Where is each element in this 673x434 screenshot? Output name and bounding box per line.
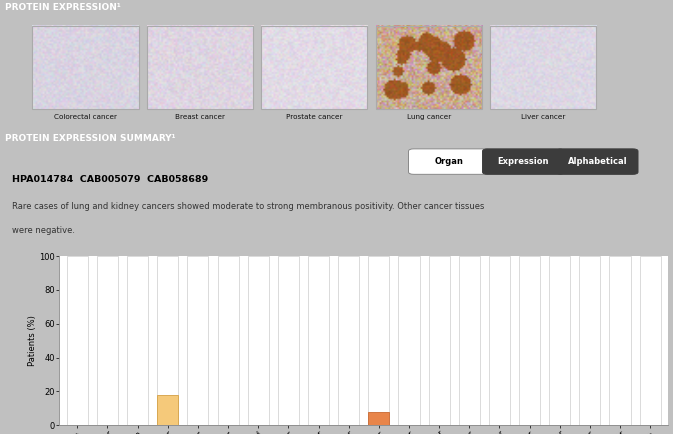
Bar (248, 256, 269, 425)
Text: PROTEIN EXPRESSION SUMMARY¹: PROTEIN EXPRESSION SUMMARY¹ (5, 134, 176, 143)
Bar (127, 256, 148, 425)
Text: Prostate cancer: Prostate cancer (286, 114, 343, 120)
Text: Breast cancer: Breast cancer (175, 114, 225, 120)
Bar (261, 26, 367, 109)
Bar (217, 256, 239, 425)
Bar (610, 256, 631, 425)
Text: HPA014784  CAB005079  CAB058689: HPA014784 CAB005079 CAB058689 (12, 175, 209, 184)
Bar (97, 256, 118, 425)
Text: Liver cancer: Liver cancer (521, 114, 565, 120)
Bar (639, 256, 661, 425)
Text: Lung cancer: Lung cancer (406, 114, 451, 120)
Bar (147, 26, 253, 109)
Text: Rare cases of lung and kidney cancers showed moderate to strong membranous posit: Rare cases of lung and kidney cancers sh… (12, 202, 485, 211)
Bar (579, 256, 600, 425)
Bar (67, 256, 88, 425)
Text: Alphabetical: Alphabetical (567, 157, 627, 166)
Bar (490, 26, 596, 109)
FancyBboxPatch shape (557, 149, 638, 174)
Bar (368, 256, 390, 425)
Bar (157, 256, 178, 425)
Text: Expression: Expression (497, 157, 549, 166)
Y-axis label: Patients (%): Patients (%) (28, 315, 36, 366)
FancyBboxPatch shape (483, 149, 564, 174)
Bar (308, 256, 329, 425)
Text: Organ: Organ (435, 157, 464, 166)
Bar (278, 256, 299, 425)
Bar (549, 256, 570, 425)
Text: PROTEIN EXPRESSION¹: PROTEIN EXPRESSION¹ (5, 3, 121, 13)
Bar (368, 412, 390, 425)
Text: Colorectal cancer: Colorectal cancer (54, 114, 117, 120)
Bar (429, 256, 450, 425)
Bar (489, 256, 510, 425)
Bar (32, 26, 139, 109)
Bar (398, 256, 419, 425)
Bar (459, 256, 480, 425)
Bar (376, 26, 482, 109)
Bar (187, 256, 209, 425)
Bar (338, 256, 359, 425)
Bar (157, 395, 178, 425)
Bar (519, 256, 540, 425)
FancyBboxPatch shape (409, 149, 490, 174)
Text: were negative.: were negative. (12, 226, 75, 234)
